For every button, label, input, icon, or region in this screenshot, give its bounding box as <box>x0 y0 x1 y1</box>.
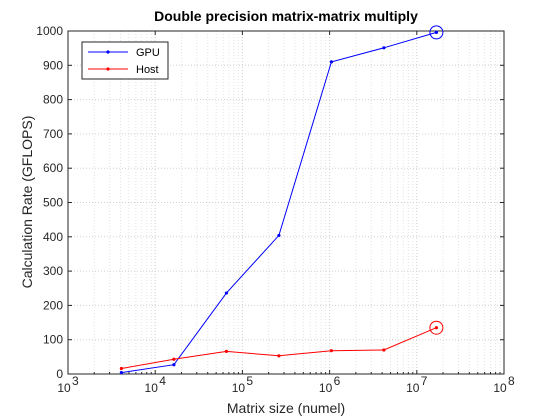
x-tick-label-exponent: 8 <box>508 374 515 388</box>
legend-box <box>81 41 169 80</box>
x-axis-label: Matrix size (numel) <box>227 400 345 416</box>
data-point-gpu <box>119 371 123 375</box>
highlight-ring-gpu <box>429 25 444 40</box>
y-tick-label: 1000 <box>36 24 63 38</box>
x-tick-label-exponent: 3 <box>72 374 79 388</box>
highlight-ring-host <box>429 320 444 335</box>
x-tick-label: 10 <box>319 381 333 395</box>
series-line-host <box>121 327 437 369</box>
data-point-gpu <box>277 233 281 238</box>
legend-marker-host <box>106 67 110 71</box>
axes-box <box>67 30 505 375</box>
legend-marker-gpu <box>106 50 110 54</box>
data-point-host <box>224 349 228 353</box>
x-tick-label-exponent: 5 <box>246 374 253 388</box>
grid <box>67 30 505 375</box>
y-tick-label: 700 <box>43 127 63 141</box>
x-tick-label: 10 <box>145 381 159 395</box>
data-point-host <box>329 349 333 353</box>
x-tick-label: 10 <box>57 381 71 395</box>
legend-label-gpu: GPU <box>136 47 160 59</box>
x-tick-label: 10 <box>493 381 507 395</box>
data-point-gpu <box>382 46 386 50</box>
legend: GPU Host <box>81 41 169 80</box>
x-tick-label: 10 <box>232 381 246 395</box>
y-tick-label: 300 <box>43 264 63 278</box>
y-tick-label: 0 <box>56 367 63 381</box>
x-tick-label: 10 <box>406 381 420 395</box>
data-point-gpu <box>172 363 176 367</box>
x-tick-label-exponent: 4 <box>159 374 166 388</box>
x-tick-label-exponent: 6 <box>334 374 341 388</box>
x-tick-label-exponent: 7 <box>421 374 428 388</box>
data-point-gpu <box>224 291 228 295</box>
ticks: 10 3 10 4 10 5 10 6 10 7 10 80100200300400500600700… <box>36 24 515 395</box>
y-tick-label: 900 <box>43 58 63 72</box>
y-tick-label: 400 <box>43 230 63 244</box>
chart-title: Double precision matrix-matrix multiply <box>154 8 418 24</box>
y-tick-label: 100 <box>43 333 63 347</box>
series <box>119 25 444 375</box>
y-tick-label: 200 <box>43 298 63 312</box>
data-point-host <box>277 354 281 358</box>
data-point-gpu <box>434 30 438 34</box>
legend-label-host: Host <box>136 64 159 76</box>
data-point-host <box>382 348 386 352</box>
y-tick-label: 500 <box>43 196 63 210</box>
y-tick-label: 800 <box>43 93 63 107</box>
data-point-host <box>434 326 438 330</box>
data-point-host <box>172 357 176 361</box>
y-axis-label: Calculation Rate (GFLOPS) <box>19 116 35 289</box>
data-point-gpu <box>329 60 333 64</box>
y-tick-label: 600 <box>43 161 63 175</box>
data-point-host <box>119 366 123 371</box>
